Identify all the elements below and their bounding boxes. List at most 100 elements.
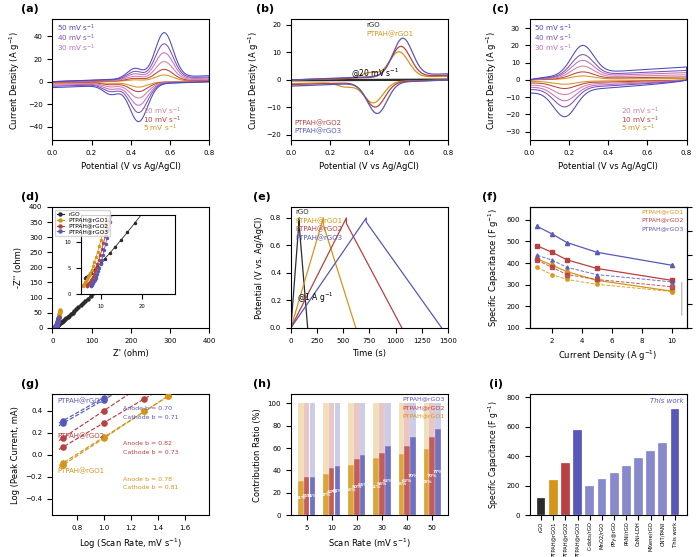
Point	[193, 339, 204, 348]
PTPAH@rGO3	[286, 83, 295, 90]
PTPAH@rGO3	[382, 246, 390, 253]
Bar	[360, 403, 365, 455]
rGO	[56, 320, 64, 326]
PTPAH@rGO3	[52, 324, 60, 330]
Bar	[298, 403, 303, 481]
Point	[57, 433, 68, 442]
rGO	[118, 262, 126, 269]
Bar	[309, 403, 315, 477]
PTPAH@rGO2	[52, 323, 60, 329]
PTPAH@rGO1	[52, 320, 61, 327]
Bar	[436, 403, 441, 429]
PTPAH@rGO2	[286, 77, 295, 84]
Bar	[335, 466, 340, 515]
rGO	[109, 271, 118, 277]
Bar	[424, 403, 429, 449]
Text: PTPAH@rGO2: PTPAH@rGO2	[57, 433, 104, 439]
PTPAH@rGO1	[54, 316, 62, 323]
Text: (f): (f)	[482, 192, 498, 202]
rGO	[79, 300, 87, 307]
Point	[193, 341, 204, 350]
Bar	[429, 403, 435, 437]
PTPAH@rGO2	[367, 74, 376, 81]
Text: PTPAH@rGO1: PTPAH@rGO1	[296, 218, 343, 224]
PTPAH@rGO1	[55, 311, 63, 318]
PTPAH@rGO1	[50, 324, 59, 331]
PTPAH@rGO3	[52, 322, 61, 329]
PTPAH@rGO3	[52, 324, 60, 330]
rGO	[299, 269, 307, 276]
Text: PTPAH@rGO2: PTPAH@rGO2	[641, 218, 683, 223]
PTPAH@rGO3	[415, 78, 424, 85]
PTPAH@rGO3	[346, 237, 355, 244]
Line: PTPAH@rGO3: PTPAH@rGO3	[291, 38, 448, 114]
Line: PTPAH@rGO1: PTPAH@rGO1	[291, 218, 355, 328]
Text: PTPAH@rGO2: PTPAH@rGO2	[296, 226, 343, 233]
PTPAH@rGO1	[334, 268, 342, 275]
PTPAH@rGO3	[53, 320, 61, 327]
Line: rGO: rGO	[291, 218, 307, 328]
Line: PTPAH@rGO2: PTPAH@rGO2	[291, 218, 402, 328]
PTPAH@rGO1	[52, 322, 60, 329]
Text: 5 mV s$^{-1}$: 5 mV s$^{-1}$	[144, 123, 177, 134]
Point	[57, 443, 68, 452]
PTPAH@rGO1	[52, 323, 60, 329]
PTPAH@rGO2	[51, 324, 59, 331]
Text: 30 mV s$^{-1}$: 30 mV s$^{-1}$	[57, 42, 95, 54]
Text: @20 mV s$^{-1}$: @20 mV s$^{-1}$	[351, 67, 399, 81]
Text: (a): (a)	[21, 4, 38, 14]
PTPAH@rGO3	[438, 325, 446, 331]
PTPAH@rGO3	[305, 298, 313, 305]
PTPAH@rGO1	[52, 323, 60, 329]
Bar	[410, 437, 415, 515]
Bar	[549, 480, 558, 515]
Bar	[309, 477, 315, 515]
PTPAH@rGO2	[54, 316, 62, 323]
Point	[193, 363, 204, 372]
rGO	[286, 325, 295, 331]
Point	[139, 394, 150, 403]
PTPAH@rGO1	[342, 75, 351, 82]
rGO	[391, 77, 399, 84]
Text: 34%: 34%	[307, 494, 318, 498]
PTPAH@rGO1	[54, 314, 63, 320]
Point	[180, 352, 191, 361]
Point	[180, 347, 191, 356]
rGO	[50, 324, 59, 330]
PTPAH@rGO1	[328, 248, 336, 255]
rGO	[54, 322, 62, 329]
Text: 77%: 77%	[433, 470, 443, 474]
Text: 51%: 51%	[371, 485, 381, 488]
Text: PTPAH@rGO3: PTPAH@rGO3	[296, 234, 343, 241]
PTPAH@rGO1	[56, 309, 64, 316]
rGO	[444, 76, 452, 82]
PTPAH@rGO2	[300, 298, 309, 305]
Bar	[335, 403, 340, 466]
Bar	[646, 451, 655, 515]
Point	[98, 418, 109, 427]
PTPAH@rGO3	[52, 323, 60, 330]
Bar	[323, 403, 329, 474]
Text: 34%: 34%	[301, 494, 312, 498]
rGO	[429, 76, 438, 82]
Bar	[374, 458, 379, 515]
Point	[98, 395, 109, 404]
rGO	[106, 274, 114, 281]
PTPAH@rGO3	[54, 315, 63, 321]
Y-axis label: Potential (V vs. Ag/AgCl): Potential (V vs. Ag/AgCl)	[255, 216, 264, 319]
Bar	[360, 455, 365, 515]
PTPAH@rGO3	[562, 239, 571, 246]
rGO	[54, 321, 62, 328]
PTPAH@rGO2	[286, 325, 295, 331]
PTPAH@rGO3	[52, 323, 61, 329]
Text: 37%: 37%	[321, 492, 331, 496]
Bar	[610, 473, 618, 515]
PTPAH@rGO3	[52, 323, 61, 329]
Text: Cathode b = 0.71: Cathode b = 0.71	[123, 415, 178, 420]
PTPAH@rGO1	[53, 319, 61, 326]
Point	[98, 393, 109, 402]
Line: PTPAH@rGO3: PTPAH@rGO3	[291, 218, 442, 328]
Bar	[329, 468, 335, 515]
Text: (h): (h)	[253, 379, 271, 389]
Text: 45%: 45%	[346, 488, 356, 492]
